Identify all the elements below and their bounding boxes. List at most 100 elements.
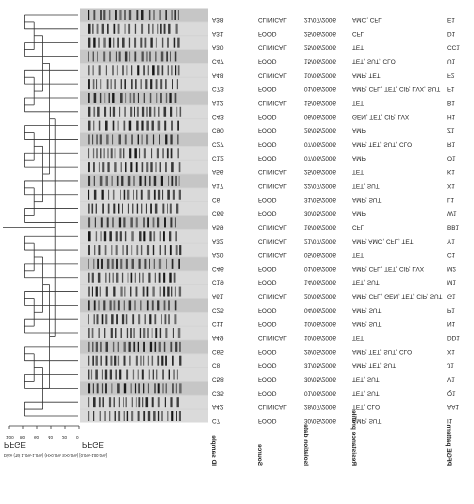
cell-isolation-date: 29/05/2006 (304, 348, 336, 355)
gel-band (136, 120, 139, 131)
table-row: C47 FOOD 15/06/2006 TET, SUT, CLO U1 (212, 57, 456, 64)
cell-pfge-pattern: V1 (447, 376, 455, 383)
cell-source: CLINICAL (258, 99, 287, 106)
gel-band (179, 106, 182, 117)
dendrogram-tick-label: 80 (20, 435, 26, 440)
gel-band (119, 148, 122, 159)
gel-band (163, 23, 166, 34)
gel-band (112, 92, 115, 103)
table-row: C73 FOOD 01/06/2006 AMP, CFL, TET, CIP, LVX… (212, 85, 455, 92)
gel-band (122, 245, 124, 256)
gel-band (132, 314, 135, 325)
gel-band (88, 79, 90, 90)
cell-pfge-pattern: G1 (447, 293, 456, 300)
table-row: C11 FOOD 10/06/2006 AMP, SUT N1 (212, 320, 456, 327)
gel-band (147, 189, 151, 200)
gel-band (134, 37, 137, 48)
gel-band (123, 189, 126, 200)
gel-band (105, 65, 107, 76)
gel-band (169, 231, 172, 242)
gel-band (121, 272, 124, 283)
gel-band (124, 79, 126, 90)
gel-band (111, 258, 114, 269)
gel-band (137, 411, 140, 421)
cell-isolation-date: 22/07/2006 (304, 182, 336, 189)
gel-band (95, 369, 98, 380)
gel-band (142, 286, 145, 297)
cell-pfge-pattern: C1 (447, 251, 456, 258)
gel-band (131, 231, 134, 242)
table-row: A56 CLINICAL 25/06/2006 TET K1 (212, 168, 455, 175)
gel-band (149, 231, 152, 242)
gel-band (88, 286, 90, 297)
gel-band (99, 411, 101, 421)
cell-source: FOOD (258, 362, 277, 369)
gel-band (92, 148, 95, 159)
cell-resistance-profile: AMP (352, 127, 366, 134)
gel-band (146, 286, 149, 297)
gel-band (142, 272, 144, 283)
gel-band (109, 106, 111, 117)
gel-band (152, 286, 155, 297)
gel-band (168, 300, 170, 311)
gel-band (120, 79, 122, 90)
table-row: C35 FOOD 01/06/2006 TET, SUT Q1 (212, 389, 456, 396)
gel-band (92, 79, 95, 90)
gel-band (175, 341, 178, 352)
gel-band (160, 23, 162, 34)
table-row: A30 CLINICAL 25/06/2006 TET CC1 (212, 44, 460, 51)
gel-band (100, 341, 102, 352)
gel-band (121, 314, 125, 325)
gel-band (131, 65, 133, 76)
cell-resistance-profile: AMP (352, 210, 366, 217)
gel-band (179, 341, 181, 352)
gel-band (88, 120, 91, 131)
gel-band (107, 203, 110, 214)
gel-band (96, 134, 98, 145)
gel-band (151, 148, 153, 159)
gel-band (109, 51, 111, 62)
gel-band (143, 92, 145, 103)
cell-resistance-profile: AMP, CFL, TET, CIP, LVX (352, 265, 425, 272)
cell-isolation-date: 05/06/2006 (304, 251, 336, 258)
gel-band (93, 189, 97, 200)
gel-band (113, 203, 116, 214)
lane-background (80, 22, 208, 36)
cell-resistance-profile: AMP, SUT (352, 306, 381, 313)
gel-band (96, 148, 98, 159)
gel-band (153, 106, 156, 117)
cell-resistance-profile: AMP, TET, SUT, CLO (352, 140, 412, 147)
lane-background (80, 395, 208, 409)
gel-band (116, 258, 118, 269)
cell-resistance-profile: TET, SUT, CLO (352, 57, 396, 64)
gel-band (110, 328, 113, 339)
table-row: A42 CLINICAL 28/07/2006 TET, CLO AA1 (212, 403, 460, 410)
cell-id: C6 (212, 196, 221, 203)
gel-band (88, 314, 89, 325)
gel-band (154, 203, 158, 214)
gel-band (93, 106, 96, 117)
gel-band (178, 286, 182, 297)
cell-isolation-date: 15/06/2006 (304, 99, 336, 106)
cell-isolation-date: 07/06/2006 (304, 154, 336, 161)
gel-band (143, 231, 146, 242)
gel-band (123, 217, 126, 228)
cell-source: FOOD (258, 113, 277, 120)
gel-band (98, 245, 101, 256)
table-row: C27 FOOD 07/06/2006 AMP, TET, SUT, CLO R1 (212, 140, 456, 147)
gel-label: PFGE (82, 440, 104, 449)
gel-band (93, 397, 96, 408)
cell-pfge-pattern: F2 (447, 71, 455, 78)
gel-band (169, 92, 172, 103)
gel-lane (80, 243, 208, 257)
gel-band (95, 231, 98, 242)
gel-band (118, 217, 122, 228)
gel-band (165, 162, 167, 173)
gel-band (120, 286, 123, 297)
gel-band (156, 92, 158, 103)
gel-band (132, 369, 135, 380)
gel-band (138, 258, 141, 269)
gel-band (124, 286, 126, 297)
gel-band (95, 286, 98, 297)
cell-id: C66 (212, 210, 224, 217)
